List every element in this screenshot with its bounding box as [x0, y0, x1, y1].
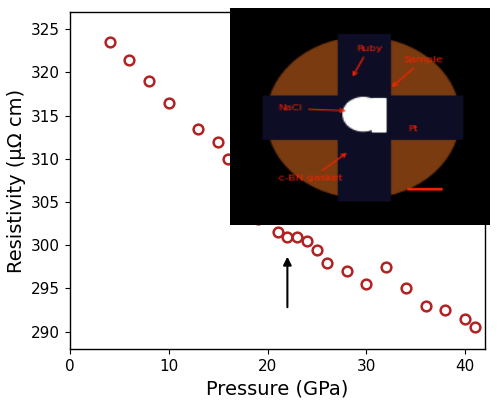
- X-axis label: Pressure (GPa): Pressure (GPa): [206, 379, 348, 398]
- Y-axis label: Resistivity (μΩ cm): Resistivity (μΩ cm): [6, 88, 26, 273]
